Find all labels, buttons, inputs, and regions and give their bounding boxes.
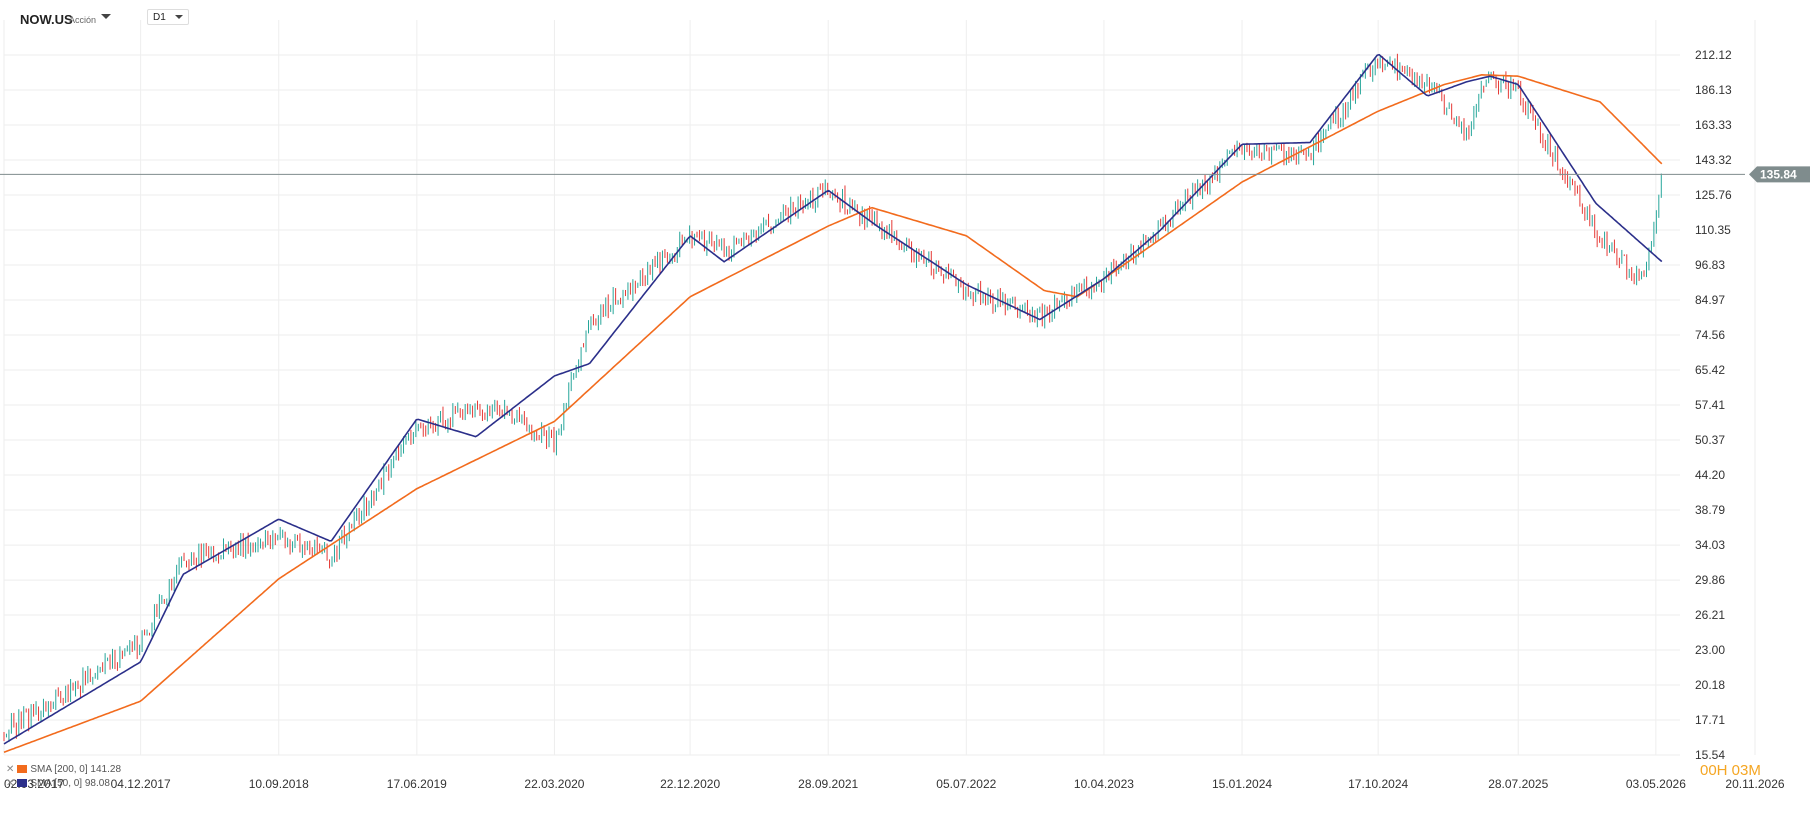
y-tick-label: 125.76 [1695,188,1732,202]
y-tick-label: 186.13 [1695,83,1732,97]
x-axis: 02.03.2017 04.12.2017 10.09.2018 17.06.2019… [4,777,1785,791]
y-tick-label: 20.18 [1695,678,1725,692]
y-tick-label: 84.97 [1695,293,1725,307]
sma50-legend-text: SMA [50, 0] 98.08 [30,778,110,789]
y-tick-label: 96.83 [1695,258,1725,272]
y-tick-label: 143.32 [1695,153,1732,167]
sma200-line [3,73,1663,754]
y-tick-label: 50.37 [1695,433,1725,447]
x-tick-label: 05.07.2022 [936,777,996,791]
symbol-label[interactable]: NOW.US [20,12,73,27]
sma50-legend[interactable]: ✕ SMA [50, 0] 98.08 [6,778,110,789]
y-tick-label: 38.79 [1695,503,1725,517]
sma50-line [3,53,1663,745]
close-icon[interactable]: ✕ [6,764,15,775]
bar-countdown: 00H 03M [1700,762,1761,779]
asset-type-label: Acción [69,15,97,25]
x-tick-label: 17.10.2024 [1348,777,1408,791]
symbol-dropdown-icon[interactable] [101,14,111,19]
x-tick-label: 10.09.2018 [249,777,309,791]
candlestick-series [3,53,1662,743]
x-tick-label: 22.03.2020 [524,777,584,791]
y-tick-label: 17.71 [1695,713,1725,727]
current-price-tag [1749,166,1810,183]
x-tick-label: 15.01.2024 [1212,777,1272,791]
x-tick-label: 22.12.2020 [660,777,720,791]
chart-grid [3,20,1756,756]
sma200-legend[interactable]: ✕ SMA [200, 0] 141.28 [6,764,121,775]
y-tick-label: 163.33 [1695,118,1732,132]
y-axis: 212.12 186.13 163.33 143.32 125.76 110.35 96.8… [1695,48,1732,762]
sma200-swatch [17,765,28,774]
y-tick-label: 110.35 [1695,223,1731,237]
x-tick-label: 04.12.2017 [111,777,171,791]
chart-header: NOW.US Acción D1 [0,0,1818,36]
y-tick-label: 74.56 [1695,328,1725,342]
chevron-down-icon [175,15,183,19]
sma200-legend-text: SMA [200, 0] 141.28 [30,764,122,775]
y-tick-label: 15.54 [1695,748,1725,762]
y-tick-label: 26.21 [1695,608,1725,622]
x-tick-label: 28.07.2025 [1488,777,1548,791]
timeframe-select[interactable]: D1 [147,9,189,25]
close-icon[interactable]: ✕ [6,778,15,789]
x-tick-label: 20.11.2026 [1725,777,1784,791]
x-tick-label: 17.06.2019 [387,777,447,791]
y-tick-label: 212.12 [1695,48,1732,62]
timeframe-label: D1 [153,12,166,23]
y-tick-label: 29.86 [1695,573,1725,587]
x-tick-label: 03.05.2026 [1626,777,1686,791]
current-price-label: 135.84 [1749,166,1810,183]
y-tick-label: 44.20 [1695,468,1725,482]
y-tick-label: 65.42 [1695,363,1725,377]
sma50-swatch [17,779,28,788]
y-tick-label: 23.00 [1695,643,1725,657]
y-tick-label: 57.41 [1695,398,1725,412]
x-tick-label: 10.04.2023 [1074,777,1134,791]
current-price-text: 135.84 [1760,167,1797,181]
x-tick-label: 28.09.2021 [798,777,858,791]
y-tick-label: 34.03 [1695,538,1725,552]
